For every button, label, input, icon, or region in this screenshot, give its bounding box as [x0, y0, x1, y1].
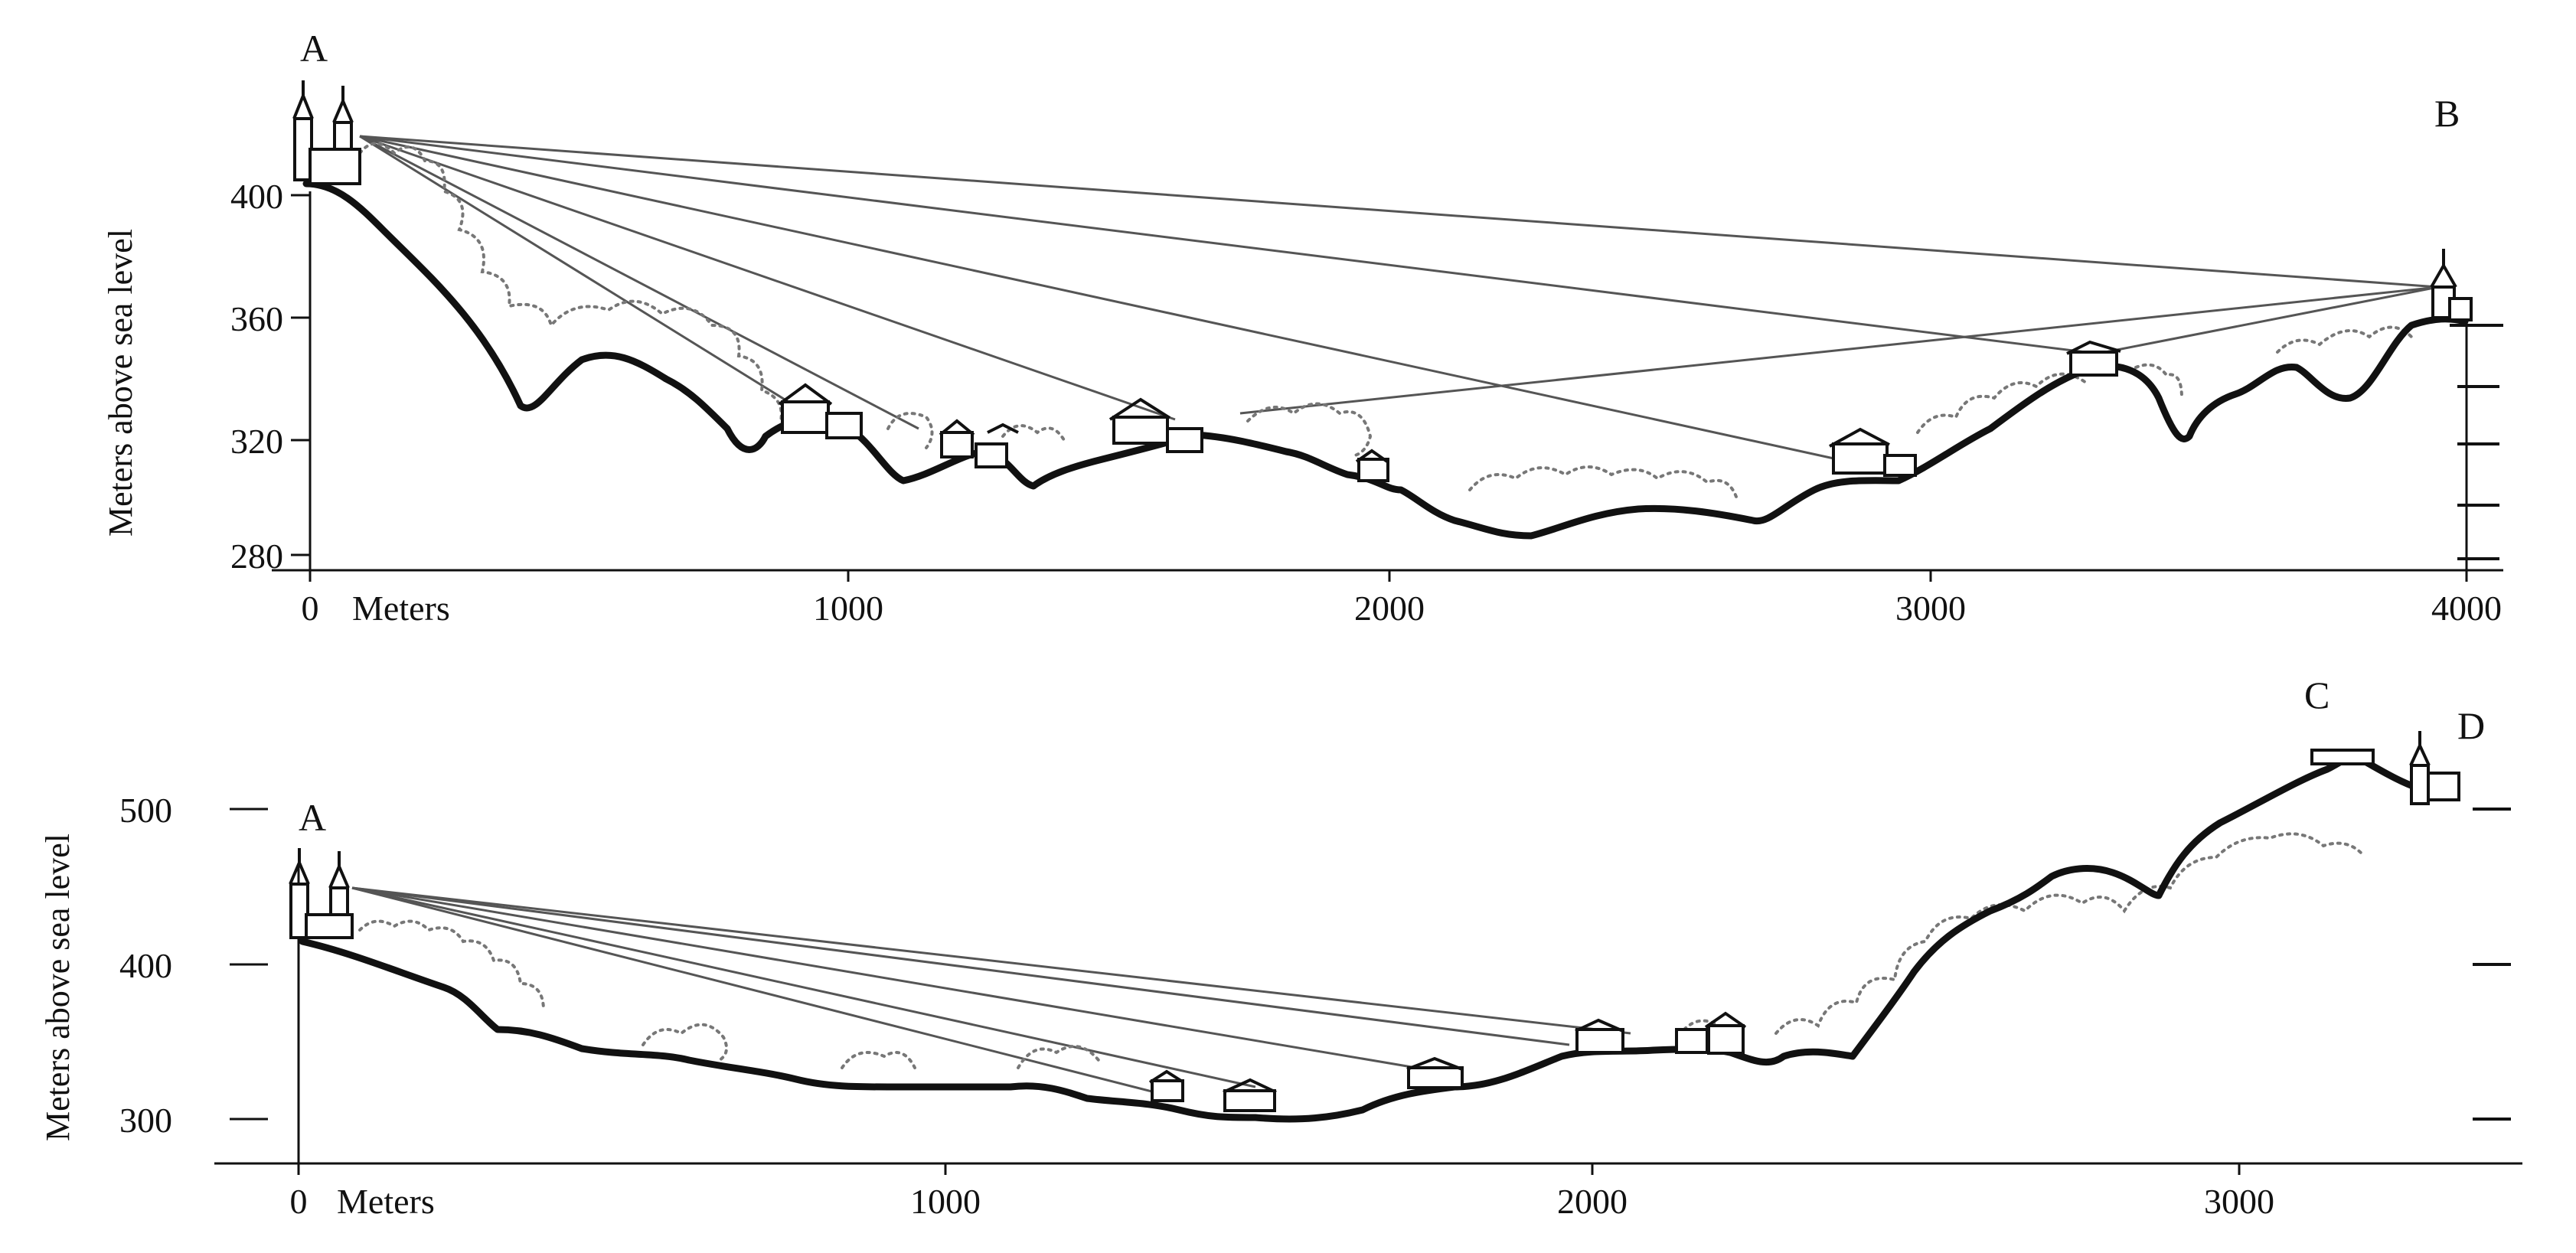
top-point-a-label: A — [300, 27, 328, 70]
top-x-tick-label: 3000 — [1895, 589, 1966, 628]
top-x-units-label: Meters — [352, 589, 450, 628]
bottom-point-d-label: D — [2457, 704, 2485, 747]
bottom-y-tick-label: 300 — [119, 1101, 172, 1140]
top-sight-lines-from-b — [1239, 286, 2439, 415]
bottom-terrain-line — [299, 753, 2423, 1123]
bottom-y-axis-label: Meters above sea level — [39, 834, 77, 1141]
bottom-x-units-label: Meters — [337, 1182, 435, 1221]
bottom-x-tick-label: 0 — [290, 1182, 308, 1221]
top-x-tick-label: 1000 — [813, 589, 883, 628]
bottom-x-tick-label: 3000 — [2204, 1182, 2274, 1221]
bottom-x-tick-label: 1000 — [910, 1182, 981, 1221]
top-y-tick-label: 400 — [230, 177, 283, 216]
bottom-profile: A C D Meters above sea level 500 400 300… — [39, 674, 2522, 1221]
top-profile: A B Meters above sea level 400 360 320 2… — [102, 27, 2503, 628]
bottom-church-d — [2409, 731, 2460, 805]
top-church-b — [2430, 249, 2473, 321]
top-terrain-line — [302, 180, 2469, 540]
bottom-foliage — [358, 832, 2363, 1069]
top-point-b-label: B — [2434, 92, 2460, 135]
top-buildings — [778, 340, 2121, 482]
bottom-y-tick-label: 400 — [119, 946, 172, 985]
bottom-y-tick-label: 500 — [119, 791, 172, 830]
top-x-tick-label: 4000 — [2431, 589, 2502, 628]
top-x-tick-label: 2000 — [1354, 589, 1425, 628]
top-church-a — [292, 80, 361, 185]
top-sight-lines — [359, 135, 2439, 461]
bottom-x-tick-label: 2000 — [1557, 1182, 1628, 1221]
top-y-tick-label: 360 — [230, 299, 283, 338]
top-y-axis-label: Meters above sea level — [102, 229, 139, 537]
top-y-tick-label: 280 — [230, 537, 283, 576]
top-foliage — [358, 142, 2413, 503]
top-y-tick-label: 320 — [230, 422, 283, 461]
bottom-point-a-label: A — [299, 796, 326, 839]
bottom-buildings — [1148, 749, 2375, 1112]
bottom-sight-lines — [351, 886, 1631, 1100]
bottom-church-a — [289, 848, 354, 939]
top-x-tick-label: 0 — [302, 589, 319, 628]
bottom-point-c-label: C — [2304, 674, 2330, 716]
